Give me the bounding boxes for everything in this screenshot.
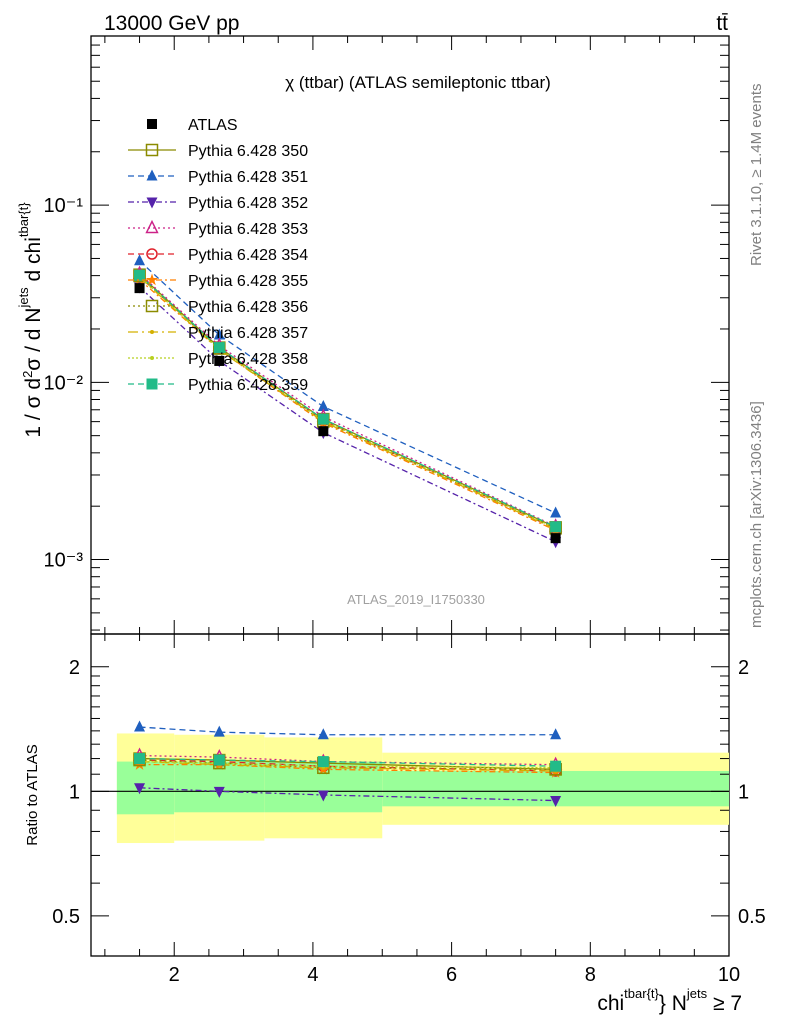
legend-label: Pythia 6.428 355 <box>188 273 308 290</box>
legend-label: Pythia 6.428 350 <box>188 143 308 160</box>
data-point <box>134 783 146 795</box>
ratio-tick-label-left: 0.5 <box>52 906 80 928</box>
mcplots-label: mcplots.cern.ch [arXiv:1306.3436] <box>748 401 765 628</box>
data-point <box>550 728 562 740</box>
data-point <box>318 426 329 437</box>
series-line-ratio <box>139 754 556 766</box>
main-frame <box>90 35 730 635</box>
series-line-main <box>139 286 556 543</box>
data-point <box>317 400 329 412</box>
y-tick-label: 10⁻³ <box>44 550 84 572</box>
svg-text:1 / σ d2σ / d Njets d chitbar{: 1 / σ d2σ / d Njets d chitbar{t} <box>16 202 45 438</box>
data-point <box>213 754 225 766</box>
data-point <box>550 533 561 544</box>
data-point <box>213 328 225 340</box>
data-point <box>550 521 562 533</box>
series-line-ratio <box>139 764 556 774</box>
y-tick-label: 10⁻¹ <box>44 195 84 217</box>
data-point <box>146 378 158 390</box>
ratio-tick-label-right: 2 <box>738 657 749 679</box>
legend-label: Pythia 6.428 356 <box>188 299 308 316</box>
data-point <box>150 356 154 360</box>
data-point <box>214 355 225 366</box>
x-tick-label: 8 <box>585 964 596 986</box>
data-point <box>213 342 225 354</box>
data-point <box>134 254 146 266</box>
series-line-ratio <box>139 760 556 772</box>
data-point <box>150 330 154 334</box>
x-tick-label: 6 <box>446 964 457 986</box>
data-point <box>134 283 145 294</box>
data-point <box>550 796 562 808</box>
data-point <box>146 197 158 209</box>
series-line-main <box>139 279 556 531</box>
data-point <box>550 506 562 518</box>
series-line-main <box>139 273 556 527</box>
series-line-main <box>139 276 556 529</box>
data-point <box>317 756 329 768</box>
data-point <box>146 169 158 181</box>
legend-label: Pythia 6.428 358 <box>188 351 308 368</box>
analysis-id: ATLAS_2019_I1750330 <box>347 592 485 607</box>
rivet-label: Rivet 3.1.10, ≥ 1.4M events <box>748 84 765 267</box>
legend-label: Pythia 6.428 357 <box>188 325 308 342</box>
series-line-main <box>139 274 556 528</box>
ratio-tick-label-right: 1 <box>738 781 749 803</box>
data-point <box>146 248 158 260</box>
process-label: tt̄ <box>716 12 728 35</box>
x-tick-label: 2 <box>169 964 180 986</box>
ratio-plot-series <box>132 720 563 808</box>
x-axis-title: chitbar{t}} Njets ≥ 7 <box>597 986 742 1015</box>
data-point <box>317 413 329 425</box>
y-axis-title-ratio: Ratio to ATLAS <box>24 744 41 845</box>
legend-label: Pythia 6.428 353 <box>188 221 308 238</box>
energy-label: 13000 GeV pp <box>104 12 239 35</box>
series-line-ratio <box>139 759 556 771</box>
legend-label: Pythia 6.428 359 <box>188 377 308 394</box>
data-point <box>317 790 329 802</box>
legend: ATLAS Pythia 6.428 350 Pythia 6.428 351 Pyt… <box>128 117 308 394</box>
data-point <box>145 219 159 234</box>
ratio-tick-label-left: 1 <box>69 781 80 803</box>
uncertainty-bands <box>91 733 729 844</box>
ratio-tick-label-left: 2 <box>69 657 80 679</box>
series-line-ratio <box>139 757 556 767</box>
data-point <box>134 753 146 765</box>
x-tick-label: 4 <box>307 964 318 986</box>
inner-band-bin <box>116 761 175 815</box>
data-point <box>317 728 329 740</box>
legend-label: Pythia 6.428 354 <box>188 247 308 264</box>
data-point <box>147 119 157 129</box>
data-point <box>134 720 146 732</box>
x-tick-label: 10 <box>718 964 740 986</box>
data-point <box>145 143 159 157</box>
data-point <box>134 269 146 281</box>
legend-label: Pythia 6.428 351 <box>188 169 308 186</box>
series-line-ratio <box>139 757 556 771</box>
main-plot-series <box>132 254 563 549</box>
series-line-main <box>139 275 556 529</box>
y-axis-title-main: 1 / σ d2σ / d Njets d chitbar{t} <box>16 202 45 438</box>
data-point <box>213 725 225 737</box>
ratio-tick-label-right: 0.5 <box>738 906 766 928</box>
data-point <box>550 760 562 772</box>
legend-label: Pythia 6.428 352 <box>188 195 308 212</box>
legend-label: ATLAS <box>188 117 238 134</box>
data-point <box>213 786 225 798</box>
series-line-main <box>139 276 556 530</box>
svg-text:chitbar{t}} Njets ≥ 7: chitbar{t}} Njets ≥ 7 <box>597 986 742 1015</box>
plot-title: χ (ttbar) (ATLAS semileptonic ttbar) <box>285 73 551 92</box>
series-line-ratio <box>139 726 556 736</box>
data-point <box>145 299 159 313</box>
series-line-main <box>139 260 556 514</box>
y-tick-label: 10⁻² <box>44 372 84 394</box>
data-point <box>145 273 159 286</box>
series-line-ratio <box>139 787 556 802</box>
